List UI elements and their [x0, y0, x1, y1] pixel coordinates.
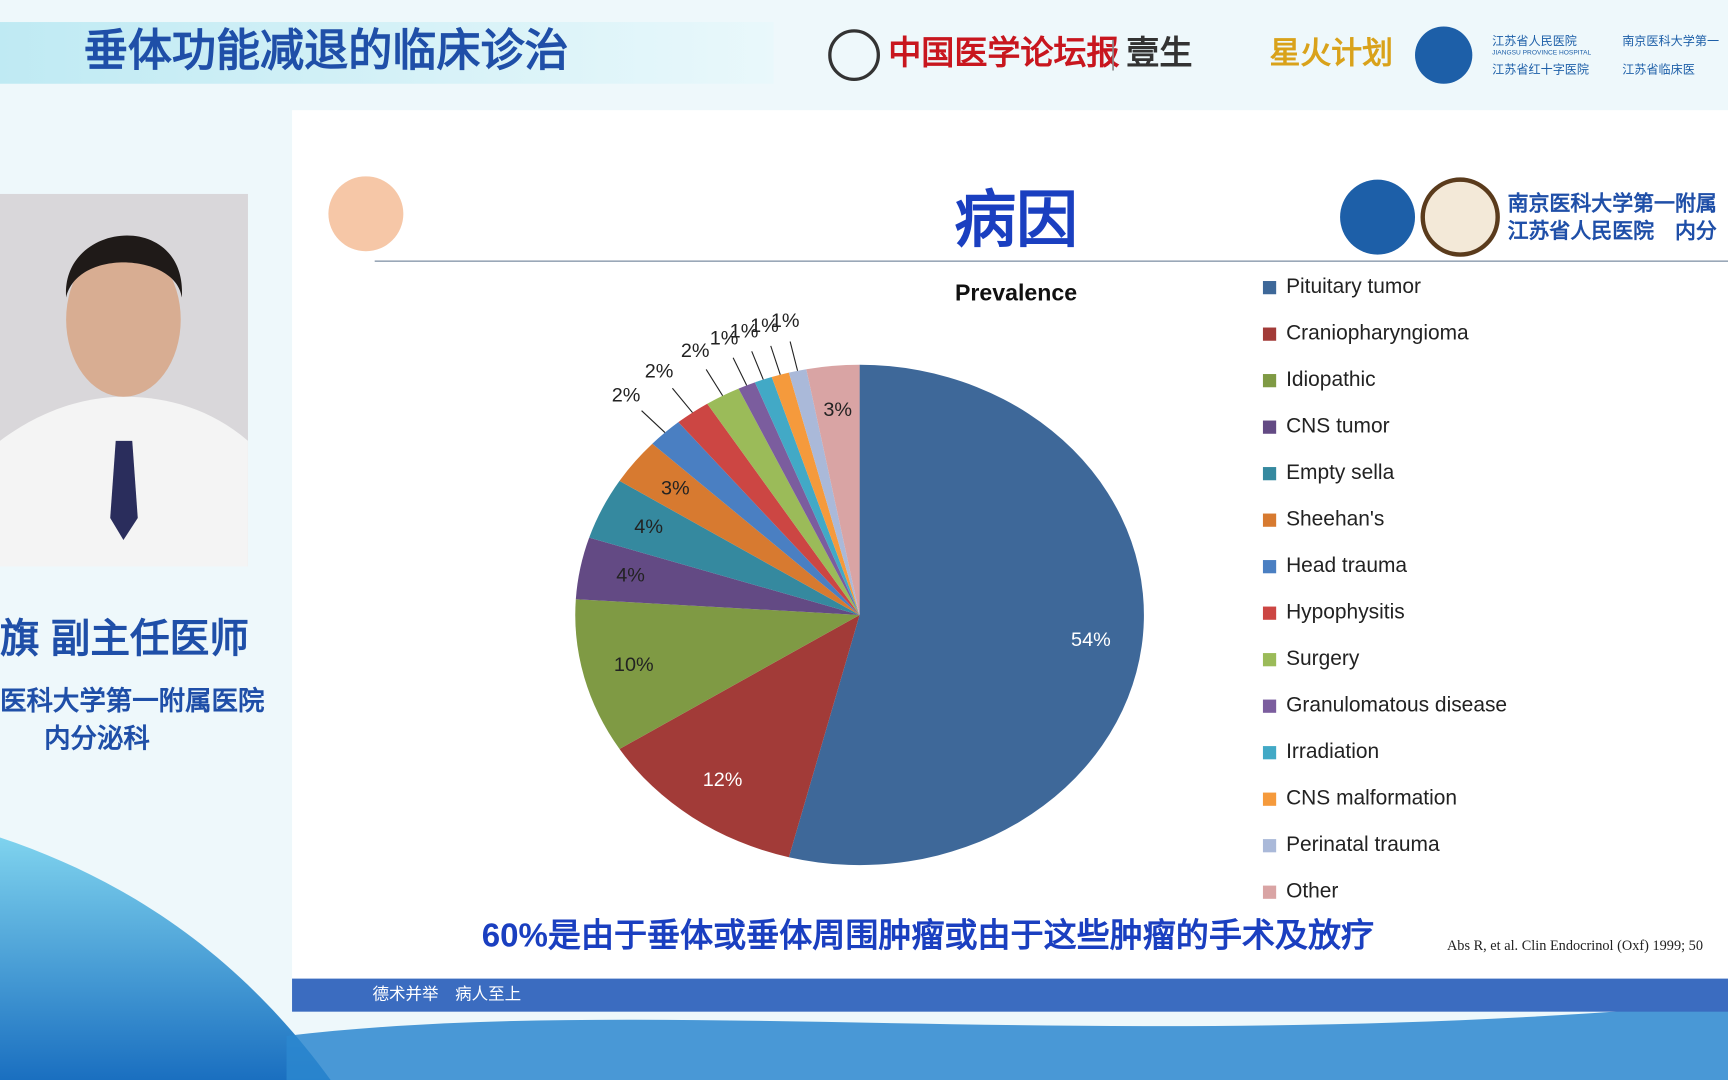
leader-line	[751, 351, 764, 380]
legend-label: Irradiation	[1286, 740, 1379, 763]
data-label: 1%	[730, 321, 759, 343]
data-label: 1%	[750, 315, 779, 337]
header-band	[0, 22, 774, 84]
speaker-face	[66, 242, 181, 397]
speaker-name: 旗 副主任医师	[0, 617, 249, 661]
citation: Abs R, et al. Clin Endocrinol (Oxf) 1999…	[1447, 938, 1703, 954]
legend-label: CNS tumor	[1286, 415, 1389, 438]
hospital-name: JIANGSU PROVINCE HOSPITAL	[1492, 50, 1591, 57]
pie-slice	[575, 599, 860, 749]
legend-label: Surgery	[1286, 647, 1360, 670]
logo: 星火计划	[1270, 35, 1393, 70]
decoration	[328, 176, 404, 252]
legend-swatch	[1262, 327, 1277, 341]
logo: 中国医学论坛报	[888, 34, 1119, 72]
data-label: 10%	[614, 654, 654, 676]
legend-label: Head trauma	[1286, 554, 1407, 577]
wave	[0, 837, 331, 1080]
data-label: 1%	[710, 328, 739, 350]
header-title: 垂体功能减退的临床诊治	[84, 27, 569, 76]
leader-line	[671, 387, 693, 413]
legend-swatch	[1262, 560, 1277, 574]
legend-swatch	[1262, 374, 1277, 388]
pie-slice	[619, 614, 860, 858]
pie-slice	[806, 364, 860, 615]
legend-swatch	[1262, 606, 1277, 620]
pie-slice	[754, 377, 860, 615]
legend-label: Pituitary tumor	[1286, 275, 1421, 298]
hospital-name: 南京医科大学第一	[1622, 33, 1719, 48]
legend-swatch	[1262, 839, 1277, 853]
slide-title: 病因	[954, 186, 1077, 255]
leader-line	[789, 341, 799, 371]
data-label: 1%	[771, 310, 800, 332]
legend-label: Sheehan's	[1286, 508, 1384, 531]
legend-label: Hypophysitis	[1286, 601, 1405, 624]
logo: 壹生	[1126, 35, 1192, 72]
footer-bar	[292, 978, 1728, 1012]
hospital-name: 江苏省临床医	[1622, 63, 1695, 77]
speaker-hair	[65, 235, 183, 298]
legend-label: Perinatal trauma	[1286, 833, 1440, 856]
data-label: 3%	[661, 477, 690, 499]
data-label: 54%	[1071, 629, 1111, 651]
legend-label: Idiopathic	[1286, 368, 1376, 391]
institution: 南京医科大学第一附属	[1508, 192, 1717, 216]
pie-slice	[738, 382, 860, 615]
leader-line	[641, 410, 666, 433]
hospital-name: 江苏省人民医院	[1492, 34, 1577, 48]
pie-slice	[771, 372, 860, 615]
legend: Pituitary tumor Craniopharyngioma Idiopath…	[1262, 275, 1507, 903]
logo-icon	[1420, 177, 1500, 257]
legend-swatch	[1262, 513, 1277, 527]
data-label: 4%	[616, 565, 645, 587]
institution: 江苏省人民医院 内分	[1508, 219, 1717, 243]
pie: 54%12%10%4%4%3%2%2%2%1%1%1%1%3%	[575, 310, 1144, 866]
pie-slice	[589, 480, 860, 615]
speaker-tie	[110, 440, 138, 540]
data-label: 2%	[681, 340, 710, 362]
leader-line	[770, 345, 781, 375]
data-label: 2%	[612, 384, 641, 406]
legend-label: Craniopharyngioma	[1286, 322, 1469, 345]
pie-slice	[788, 369, 860, 615]
pie-slice	[619, 443, 860, 615]
speaker-department: 内分泌科	[44, 724, 150, 754]
chart-title: Prevalence	[955, 279, 1077, 305]
logo-icon	[1340, 179, 1416, 255]
legend-swatch	[1262, 699, 1277, 713]
legend-label: CNS malformation	[1286, 787, 1457, 810]
hospital-name: 江苏省红十字医院	[1492, 62, 1589, 77]
pie-slice	[788, 364, 1144, 866]
leader-line	[732, 357, 748, 386]
data-label: 2%	[645, 360, 674, 382]
legend-swatch	[1262, 281, 1277, 295]
legend-label: Granulomatous disease	[1286, 694, 1507, 717]
logo-icon	[828, 29, 880, 81]
legend-swatch	[1262, 653, 1277, 667]
pie-slice	[652, 422, 860, 615]
caption: 60%是由于垂体或垂体周围肿瘤或由于这些肿瘤的手术及放疗	[482, 918, 1374, 955]
data-label: 3%	[823, 399, 852, 421]
pie-slice	[707, 388, 860, 615]
data-label: 4%	[634, 516, 663, 538]
motto: 德术并举 病人至上	[372, 985, 521, 1004]
legend-label: Other	[1286, 880, 1338, 903]
speaker-affiliation: 医科大学第一附属医院	[0, 686, 265, 716]
wave	[286, 1002, 1728, 1080]
data-label: 12%	[703, 769, 743, 791]
leader-line	[705, 369, 724, 397]
legend-swatch	[1262, 467, 1277, 481]
legend-swatch	[1262, 746, 1277, 760]
pie-slice	[575, 537, 860, 615]
legend-label: Empty sella	[1286, 461, 1394, 484]
pie-slice	[678, 403, 860, 615]
legend-swatch	[1262, 885, 1277, 899]
legend-swatch	[1262, 420, 1277, 434]
logo-icon	[1415, 26, 1473, 84]
legend-swatch	[1262, 792, 1277, 806]
